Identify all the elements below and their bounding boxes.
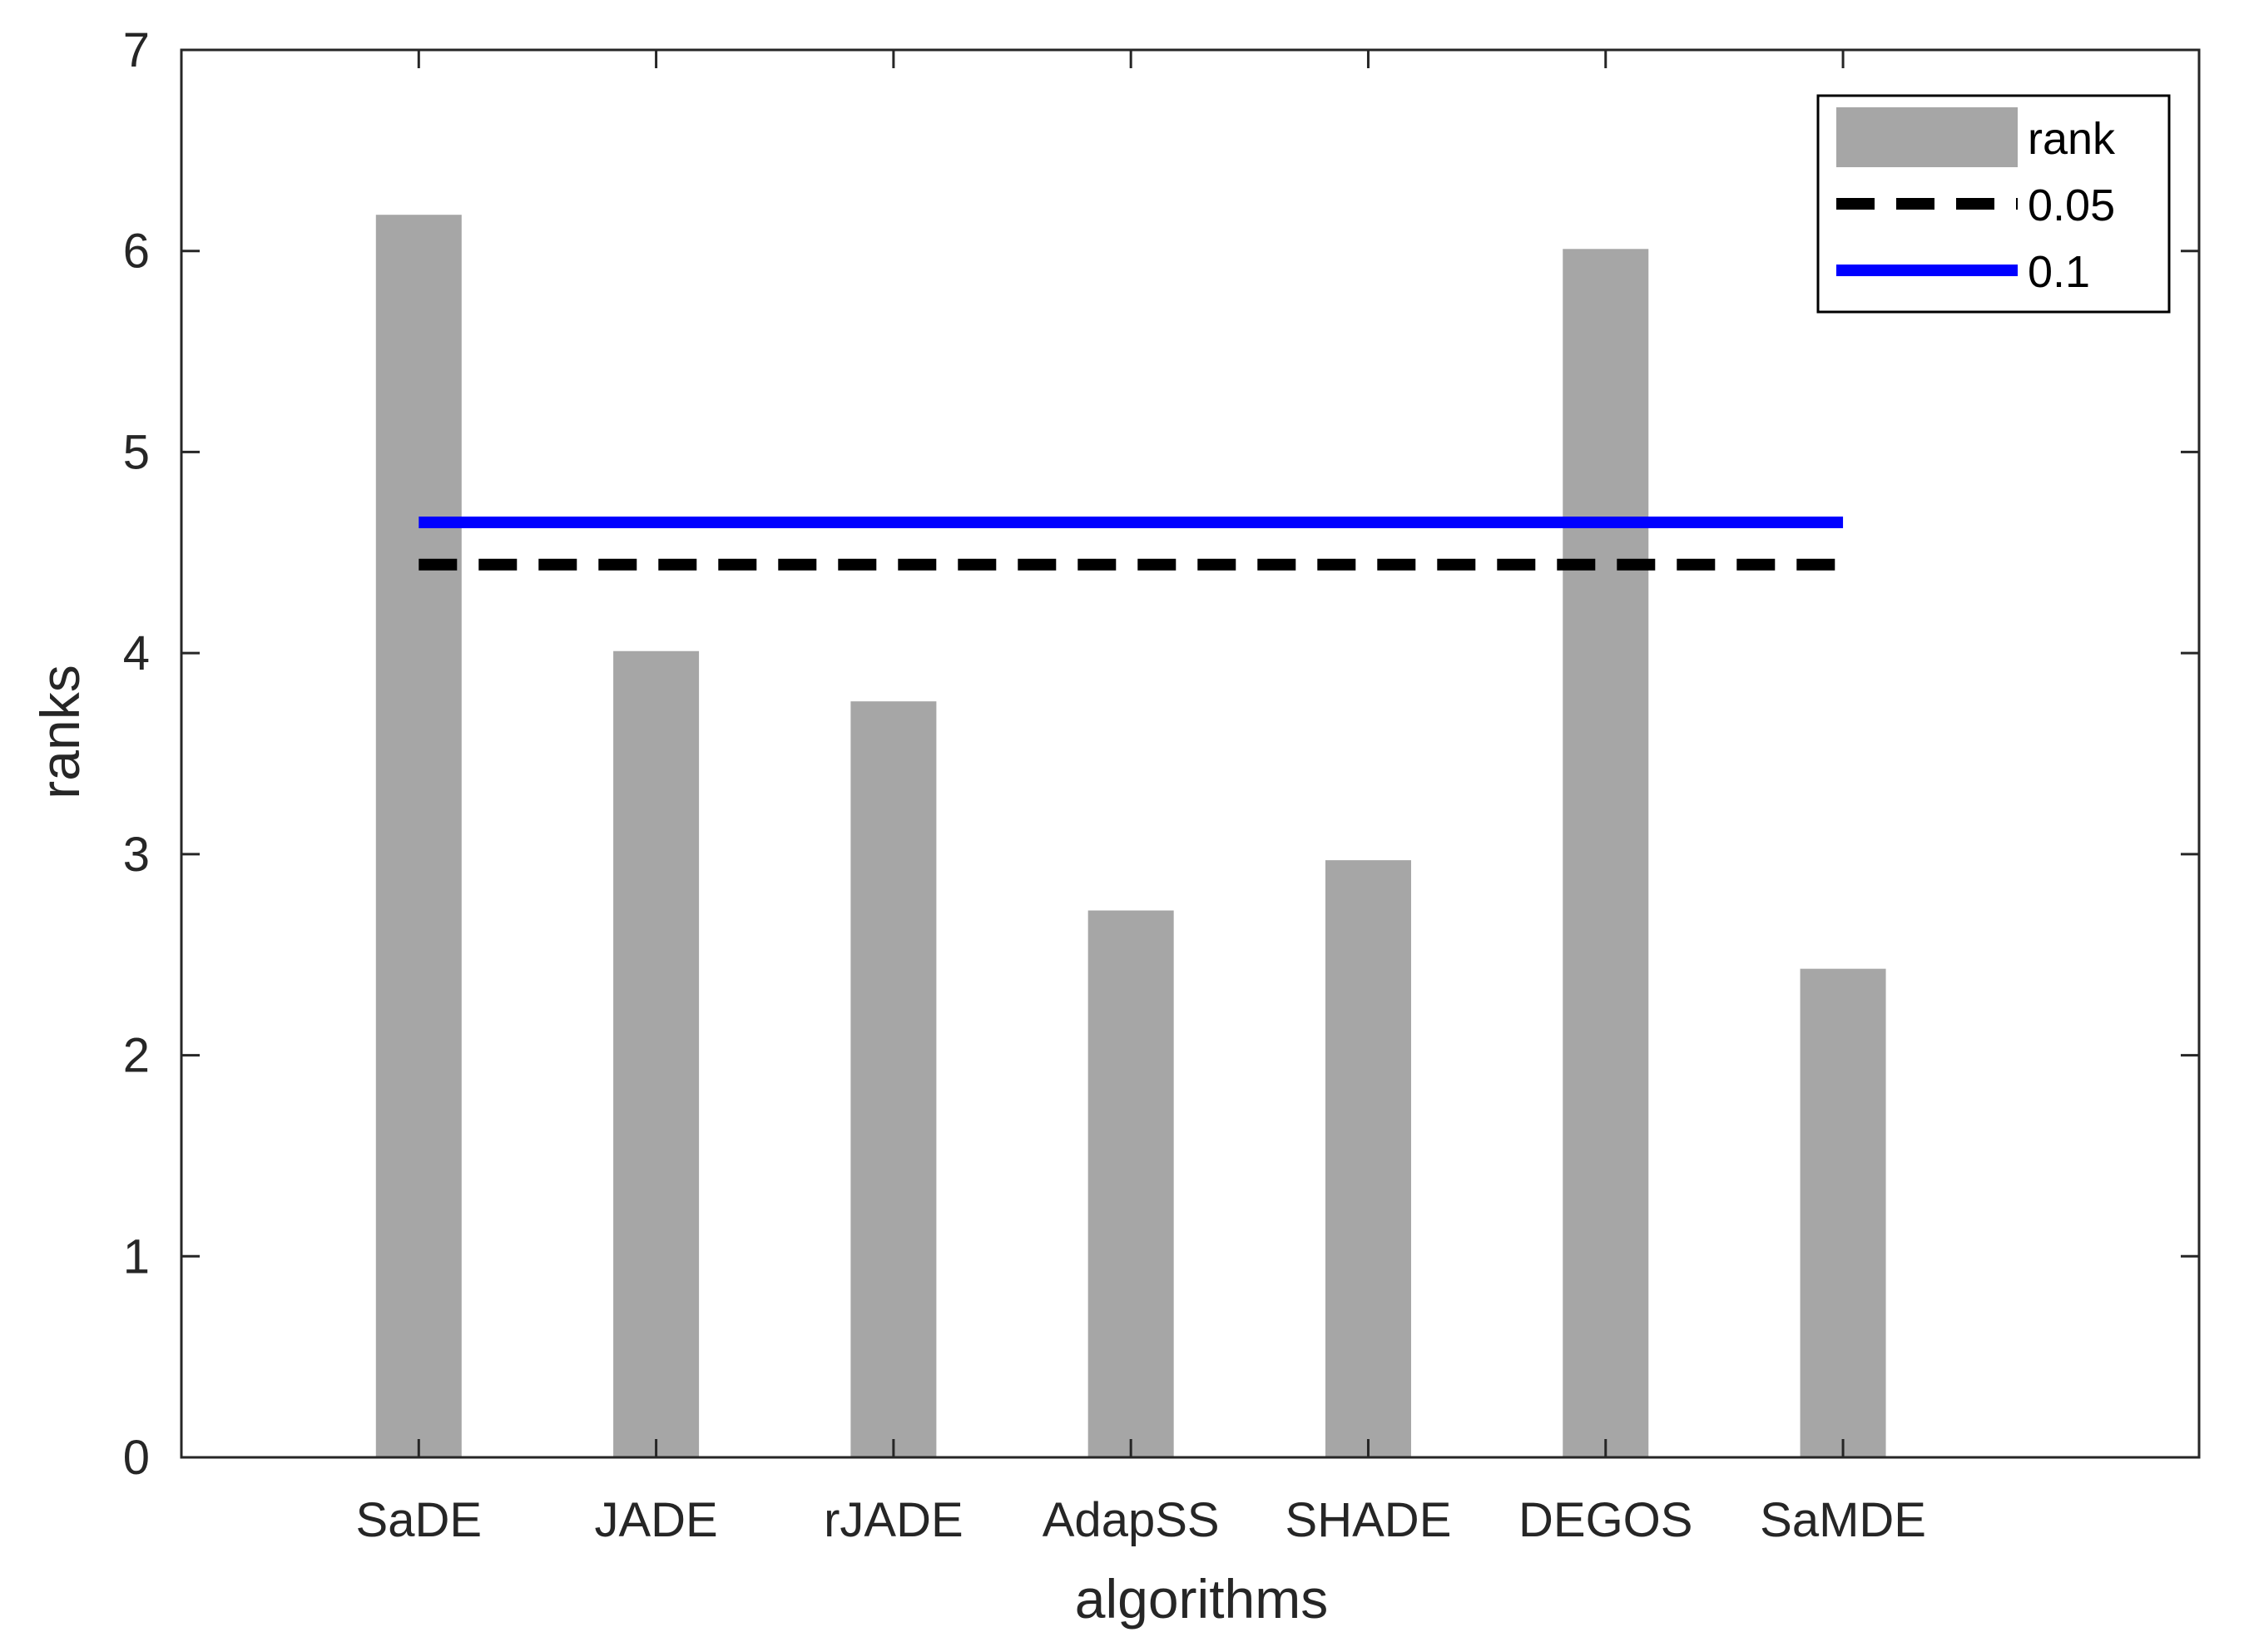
y-tick-label: 4 [123,626,150,680]
x-tick-label: SaDE [356,1493,483,1547]
legend-label: rank [2028,114,2116,164]
y-tick-label: 7 [123,23,150,77]
y-tick-label: 6 [123,225,150,279]
legend: rank 0.05 0.1 [1816,94,2171,314]
bar-rjade [850,701,937,1457]
reference-lines [419,517,1844,571]
y-tick-label: 0 [123,1431,150,1485]
y-tick-label: 2 [123,1029,150,1083]
x-tick-label: DEGOS [1518,1493,1693,1547]
bar-degos [1563,249,1649,1458]
bar-shade [1325,860,1411,1457]
axes: 0 1 2 3 4 5 6 7 SaDE JADE rJADE AdapSS SHADE DEGOS SaM… [123,23,2201,1547]
x-tick-label: rJADE [824,1493,963,1547]
bar-adapss [1087,910,1174,1457]
y-tick-label: 3 [123,828,150,882]
y-tick-label: 5 [123,425,150,479]
bar-samde [1800,968,1886,1457]
axes-box [180,48,2201,1459]
x-tick-label: SHADE [1285,1493,1452,1547]
legend-label: 0.1 [2028,247,2090,297]
x-tick-label: SaMDE [1760,1493,1926,1547]
bars [375,215,1886,1458]
bar-jade [613,650,700,1457]
x-tick-label: AdapSS [1043,1493,1220,1547]
y-axis-title: ranks [29,665,91,799]
x-axis-title: algorithms [1075,1568,1328,1630]
bar-sade [375,215,462,1458]
x-tick-label: JADE [594,1493,717,1547]
y-tick-label: 1 [123,1229,150,1284]
legend-label: 0.05 [2028,181,2115,230]
legend-swatch-rank [1836,107,2018,167]
